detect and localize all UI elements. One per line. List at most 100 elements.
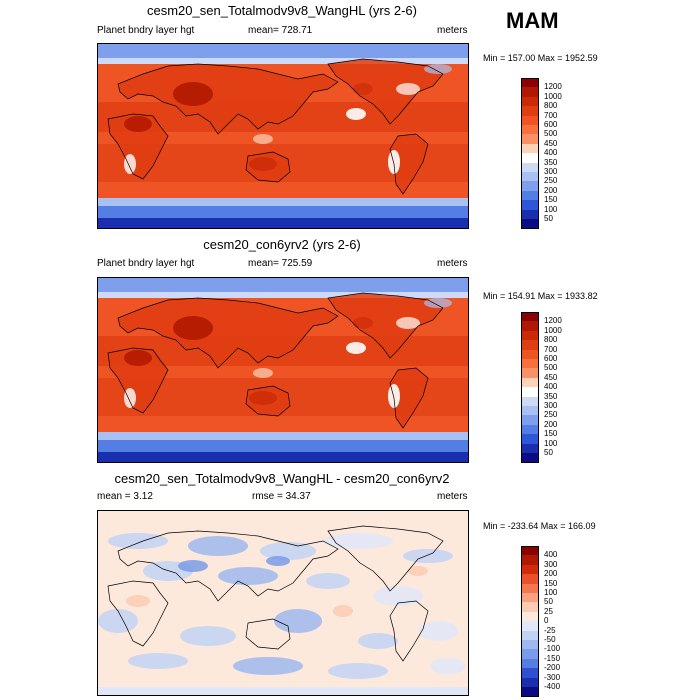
colorbar-label: -25 bbox=[544, 625, 556, 635]
panel-3-mean-label: mean = 3.12 bbox=[97, 491, 153, 502]
colorbar-label: 50 bbox=[544, 448, 553, 457]
colorbar-label: 300 bbox=[544, 559, 558, 569]
colorbar-swatch bbox=[521, 219, 539, 229]
colorbar-label: 450 bbox=[544, 372, 558, 382]
colorbar-label: 250 bbox=[544, 410, 558, 420]
panel-2-units-label: meters bbox=[437, 258, 468, 269]
colorbar-label: -100 bbox=[544, 644, 561, 654]
colorbar-label: 200 bbox=[544, 185, 558, 195]
colorbar-swatch bbox=[521, 209, 539, 220]
colorbar-swatch bbox=[521, 668, 539, 679]
panel-1-minmax: Min = 157.00 Max = 1952.59 bbox=[483, 53, 598, 63]
panel-3-map bbox=[97, 510, 469, 696]
colorbar-swatch bbox=[521, 415, 539, 426]
colorbar-swatch bbox=[521, 368, 539, 379]
colorbar-label: 400 bbox=[544, 382, 558, 392]
colorbar-swatch bbox=[521, 106, 539, 117]
colorbar-label: 600 bbox=[544, 120, 558, 129]
colorbar-swatch bbox=[521, 321, 539, 332]
colorbar-swatch bbox=[521, 134, 539, 145]
colorbar-swatch bbox=[521, 630, 539, 641]
panel-1-title: cesm20_sen_Totalmodv9v8_WangHL (yrs 2-6) bbox=[147, 3, 417, 18]
season-label: MAM bbox=[506, 8, 559, 33]
panel-2-colorbar: 1200 1000 800 700 600 500 450 400 350 300 250 200 15… bbox=[521, 312, 591, 464]
colorbar-swatch bbox=[521, 677, 539, 688]
colorbar-swatch bbox=[521, 555, 539, 566]
colorbar-swatch bbox=[521, 312, 539, 322]
panel-2-mean-label: mean= 725.59 bbox=[248, 258, 313, 269]
colorbar-label: 150 bbox=[544, 195, 558, 205]
colorbar-label: 350 bbox=[544, 157, 558, 167]
colorbar-swatch bbox=[521, 359, 539, 369]
colorbar-swatch bbox=[521, 649, 539, 660]
colorbar-swatch bbox=[521, 125, 539, 135]
panel-2-minmax: Min = 154.91 Max = 1933.82 bbox=[483, 291, 598, 301]
colorbar-label: 250 bbox=[544, 176, 558, 186]
colorbar-swatch bbox=[521, 424, 539, 435]
colorbar-label: 800 bbox=[544, 335, 558, 345]
colorbar-label: 50 bbox=[544, 214, 553, 223]
colorbar-label: 200 bbox=[544, 419, 558, 429]
colorbar-label: -400 bbox=[544, 682, 561, 691]
colorbar-label: -200 bbox=[544, 663, 561, 673]
colorbar-label: 300 bbox=[544, 167, 558, 176]
panel-3-colorbar: 400 300 200 150 100 50 25 0 -25 -50 -100 -150 -200 -3… bbox=[521, 546, 591, 698]
colorbar-swatch bbox=[521, 640, 539, 650]
colorbar-swatch bbox=[521, 143, 539, 154]
colorbar-swatch bbox=[521, 200, 539, 211]
panel-1-variable-label: Planet bndry layer hgt bbox=[97, 25, 195, 36]
colorbar-swatch bbox=[521, 153, 539, 164]
panel-3-units-label: meters bbox=[437, 491, 468, 502]
panel-1-mean-label: mean= 728.71 bbox=[248, 25, 313, 36]
colorbar-label: 100 bbox=[544, 204, 558, 214]
colorbar-label: 800 bbox=[544, 101, 558, 111]
colorbar-swatch bbox=[521, 340, 539, 351]
colorbar-label: 100 bbox=[544, 438, 558, 448]
colorbar-swatch bbox=[521, 181, 539, 192]
colorbar-swatch bbox=[521, 564, 539, 575]
colorbar-swatch bbox=[521, 349, 539, 360]
colorbar-label: 700 bbox=[544, 110, 558, 120]
colorbar-label: 400 bbox=[544, 550, 558, 560]
colorbar-swatch bbox=[521, 406, 539, 416]
colorbar-label: 500 bbox=[544, 129, 558, 139]
colorbar-label: 400 bbox=[544, 148, 558, 158]
colorbar-swatch bbox=[521, 602, 539, 613]
colorbar-swatch bbox=[521, 377, 539, 388]
colorbar-label: 500 bbox=[544, 363, 558, 373]
colorbar-label: 200 bbox=[544, 569, 558, 579]
colorbar-swatch bbox=[521, 574, 539, 585]
colorbar-label: 150 bbox=[544, 429, 558, 439]
colorbar-label: 300 bbox=[544, 401, 558, 410]
panel-1-colorbar: 1200 1000 800 700 600 500 450 400 350 300 250 200 15… bbox=[521, 78, 591, 230]
colorbar-swatch bbox=[521, 443, 539, 454]
colorbar-label: 1200 bbox=[544, 82, 562, 92]
colorbar-label: -50 bbox=[544, 635, 556, 644]
colorbar-swatch bbox=[521, 190, 539, 201]
colorbar-label: 50 bbox=[544, 597, 553, 607]
colorbar-swatch bbox=[521, 330, 539, 341]
colorbar-label: -300 bbox=[544, 672, 561, 682]
colorbar-swatch bbox=[521, 621, 539, 632]
colorbar-swatch bbox=[521, 172, 539, 182]
colorbar-swatch bbox=[521, 78, 539, 88]
colorbar-label: 1200 bbox=[544, 316, 562, 326]
colorbar-label: 600 bbox=[544, 354, 558, 363]
colorbar-swatch bbox=[521, 658, 539, 669]
colorbar-swatch bbox=[521, 396, 539, 407]
colorbar-label: 100 bbox=[544, 588, 558, 597]
panel-2-map bbox=[97, 277, 469, 463]
panel-1-units-label: meters bbox=[437, 25, 468, 36]
colorbar-swatch bbox=[521, 96, 539, 107]
colorbar-label: 700 bbox=[544, 344, 558, 354]
colorbar-label: 1000 bbox=[544, 325, 562, 335]
panel-3-title: cesm20_sen_Totalmodv9v8_WangHL - cesm20_… bbox=[114, 471, 450, 486]
colorbar-swatch bbox=[521, 453, 539, 463]
colorbar-swatch bbox=[521, 162, 539, 173]
panel-1-map bbox=[97, 43, 469, 229]
colorbar-swatch bbox=[521, 687, 539, 697]
colorbar-label: -150 bbox=[544, 653, 561, 663]
panel-3-minmax: Min = -233.64 Max = 166.09 bbox=[483, 521, 596, 531]
colorbar-swatch bbox=[521, 115, 539, 126]
colorbar-label: 1000 bbox=[544, 91, 562, 101]
